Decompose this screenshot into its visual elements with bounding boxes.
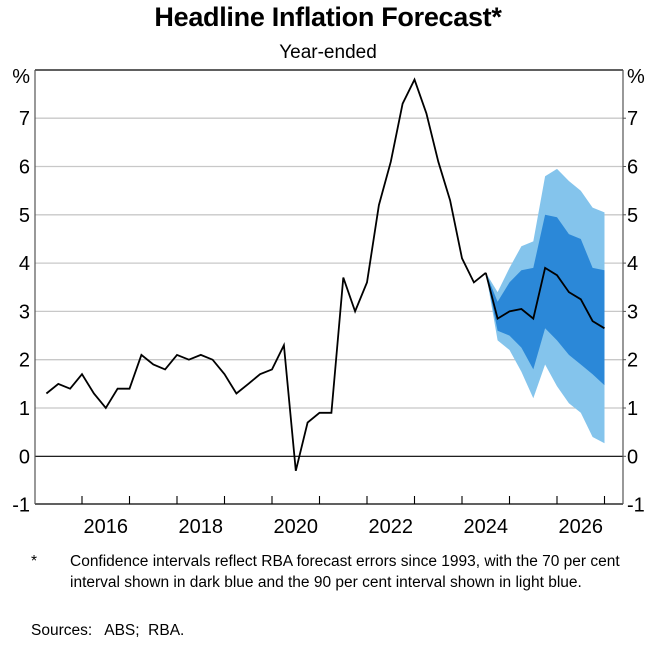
y-tick-label-left: -1 (12, 495, 30, 517)
data-point (152, 364, 154, 366)
data-point (259, 373, 261, 375)
data-point (45, 393, 47, 395)
y-tick-label-right: -1 (627, 495, 645, 517)
data-point (449, 199, 451, 201)
data-point (532, 318, 534, 320)
data-point (69, 388, 71, 390)
data-point (295, 470, 297, 472)
data-point (473, 281, 475, 283)
data-point (509, 310, 511, 312)
data-point (461, 257, 463, 259)
y-unit-label-left: % (12, 66, 30, 88)
x-tick-label: 2020 (274, 516, 319, 538)
data-point (224, 373, 226, 375)
series-line-forecast (484, 266, 605, 330)
data-point (437, 161, 439, 163)
data-point (283, 344, 285, 346)
data-point (81, 373, 83, 375)
data-point (129, 388, 131, 390)
y-tick-label-right: 0 (627, 446, 638, 468)
data-point (330, 412, 332, 414)
data-point (414, 79, 416, 81)
chart-canvas: 2016 2018 2020 2022 2024 2026 -1 -1 0 0 1 1 2 2 3 3 4 4 5 5… (12, 66, 645, 538)
data-point (247, 383, 249, 385)
y-tick-label-right: 6 (627, 157, 638, 179)
chart-title: Headline Inflation Forecast* (154, 2, 502, 32)
data-point (604, 327, 606, 329)
y-tick-label-left: 0 (19, 446, 30, 468)
y-unit-label-right: % (627, 66, 645, 88)
y-tick-label-left: 3 (19, 301, 30, 323)
y-tick-label-right: 3 (627, 301, 638, 323)
data-point (568, 291, 570, 293)
data-point (176, 354, 178, 356)
data-point (402, 103, 404, 105)
data-point (378, 204, 380, 206)
data-point (117, 388, 119, 390)
series-line-actual (45, 77, 487, 472)
x-tick-label: 2024 (464, 516, 509, 538)
data-point (592, 320, 594, 322)
y-tick-label-right: 5 (627, 205, 638, 227)
data-point (342, 277, 344, 279)
data-point (57, 383, 59, 385)
data-point (164, 368, 166, 370)
data-point (520, 308, 522, 310)
data-point (425, 112, 427, 114)
data-point (212, 359, 214, 361)
y-tick-label-right: 2 (627, 350, 638, 372)
series-lines (45, 77, 606, 472)
data-point (271, 368, 273, 370)
x-tick-label: 2026 (559, 516, 604, 538)
x-tick-label: 2018 (179, 516, 224, 538)
data-point (544, 267, 546, 269)
data-point (485, 272, 487, 274)
sources-note: Sources: ABS; RBA. (31, 622, 185, 639)
data-point (105, 407, 107, 409)
data-point (556, 274, 558, 276)
axes (34, 69, 626, 505)
data-point (497, 318, 499, 320)
data-point (319, 412, 321, 414)
data-point (307, 422, 309, 424)
data-point (580, 298, 582, 300)
data-point (200, 354, 202, 356)
tick-labels: 2016 2018 2020 2022 2024 2026 -1 -1 0 0 1 1 2 2 3 3 4 4 5 5… (12, 66, 645, 538)
footnote-text: Confidence intervals reflect RBA forecas… (70, 553, 620, 591)
band-70-percent (485, 214, 605, 386)
y-tick-label-left: 1 (19, 398, 30, 420)
data-point (390, 161, 392, 163)
x-tick-label: 2016 (84, 516, 129, 538)
footnote-marker: * (31, 553, 38, 570)
data-point (366, 281, 368, 283)
y-tick-label-left: 4 (19, 253, 30, 275)
data-point (93, 393, 95, 395)
y-tick-label-left: 2 (19, 350, 30, 372)
y-tick-label-left: 5 (19, 205, 30, 227)
data-point (235, 393, 237, 395)
y-tick-label-right: 4 (627, 253, 638, 275)
confidence-bands (485, 168, 605, 444)
y-tick-label-right: 1 (627, 398, 638, 420)
data-point (354, 310, 356, 312)
chart-subtitle: Year-ended (279, 42, 377, 63)
y-tick-label-left: 6 (19, 157, 30, 179)
x-tick-label: 2022 (369, 516, 414, 538)
data-point (188, 359, 190, 361)
data-point (140, 354, 142, 356)
y-tick-label-left: 7 (19, 108, 30, 130)
y-tick-label-right: 7 (627, 108, 638, 130)
